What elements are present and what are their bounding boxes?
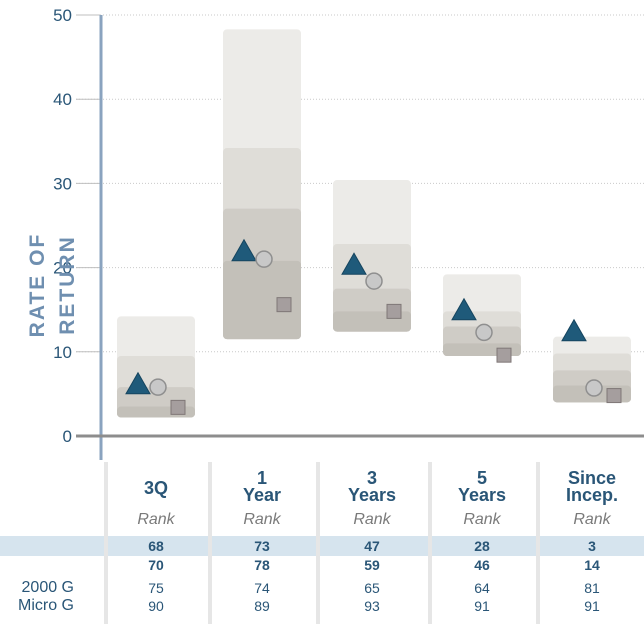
rank-label-2: Rank — [353, 511, 391, 528]
row-label-3: Micro G — [18, 597, 74, 614]
cell-r1-c3: 46 — [474, 557, 490, 573]
highlight-row — [0, 536, 644, 556]
cell-r2-c2: 65 — [364, 580, 380, 596]
cell-r3-c1: 89 — [254, 598, 270, 614]
circle-marker-3 — [475, 323, 493, 342]
circle-marker-0 — [149, 378, 167, 396]
column-header-4-line2: Incep. — [565, 485, 618, 505]
cell-r2-c4: 81 — [584, 580, 600, 596]
cell-r0-c0: 68 — [148, 538, 164, 554]
cell-r0-c4: 3 — [588, 538, 596, 554]
column-header-4-line1: Since — [567, 468, 617, 488]
cell-r1-c2: 59 — [364, 557, 380, 573]
column-separator-3 — [428, 462, 432, 624]
y-tick-label-50: 50 — [53, 6, 72, 25]
y-axis-label: RATE OF RETURN — [26, 232, 79, 338]
cell-r2-c0: 75 — [148, 580, 164, 596]
cell-r3-c4: 91 — [584, 598, 600, 614]
triangle-marker-3 — [451, 297, 477, 321]
column-separator-2 — [316, 462, 320, 624]
column-header-0: 3Q — [143, 478, 168, 498]
y-tick-label-10: 10 — [53, 343, 72, 362]
column-separator-0 — [104, 462, 108, 624]
column-header-2-line2: Years — [347, 485, 397, 505]
rank-label-4: Rank — [573, 511, 611, 528]
square-marker-3 — [496, 347, 512, 363]
y-tick-label-30: 30 — [53, 174, 72, 193]
band-lower-1 — [223, 260, 301, 340]
column-header-2-line1: 3 — [366, 468, 377, 488]
column-header-1-line1: 1 — [256, 468, 267, 488]
circle-marker-4 — [585, 379, 603, 397]
column-header-1-line2: Year — [242, 485, 282, 505]
cell-r0-c2: 47 — [364, 538, 380, 554]
circle-marker-1 — [255, 250, 273, 268]
column-separator-4 — [536, 462, 540, 624]
rank-label-1: Rank — [243, 511, 281, 528]
y-tick-label-40: 40 — [53, 90, 72, 109]
cell-r0-c3: 28 — [474, 538, 490, 554]
triangle-marker-2 — [341, 252, 367, 275]
triangle-marker-1 — [231, 238, 257, 262]
rank-label-0: Rank — [137, 511, 175, 528]
circle-marker-2 — [365, 272, 383, 290]
cell-r3-c0: 90 — [148, 598, 164, 614]
triangle-marker-4 — [561, 318, 587, 342]
column-separator-1 — [208, 462, 212, 624]
row-label-2: 2000 G — [21, 579, 74, 596]
cell-r2-c1: 74 — [254, 580, 270, 596]
y-tick-label-20: 20 — [53, 259, 72, 278]
cell-r3-c3: 91 — [474, 598, 490, 614]
triangle-marker-0 — [125, 371, 151, 395]
column-header-3-line2: Years — [457, 485, 507, 505]
square-marker-4 — [606, 388, 622, 404]
cell-r0-c1: 73 — [254, 538, 270, 554]
rank-label-3: Rank — [463, 511, 501, 528]
chart: 0 10 20 30 40 50 — [53, 6, 644, 460]
column-header-3-line1: 5 — [476, 468, 487, 488]
y-tick-label-0: 0 — [63, 427, 72, 446]
cell-r2-c3: 64 — [474, 580, 490, 596]
square-marker-2 — [386, 303, 402, 319]
cell-r1-c0: 70 — [148, 557, 164, 573]
cell-r1-c4: 14 — [584, 557, 600, 573]
cell-r1-c1: 78 — [254, 557, 270, 573]
cell-r3-c2: 93 — [364, 598, 380, 614]
square-marker-1 — [276, 297, 292, 313]
square-marker-0 — [170, 399, 186, 415]
